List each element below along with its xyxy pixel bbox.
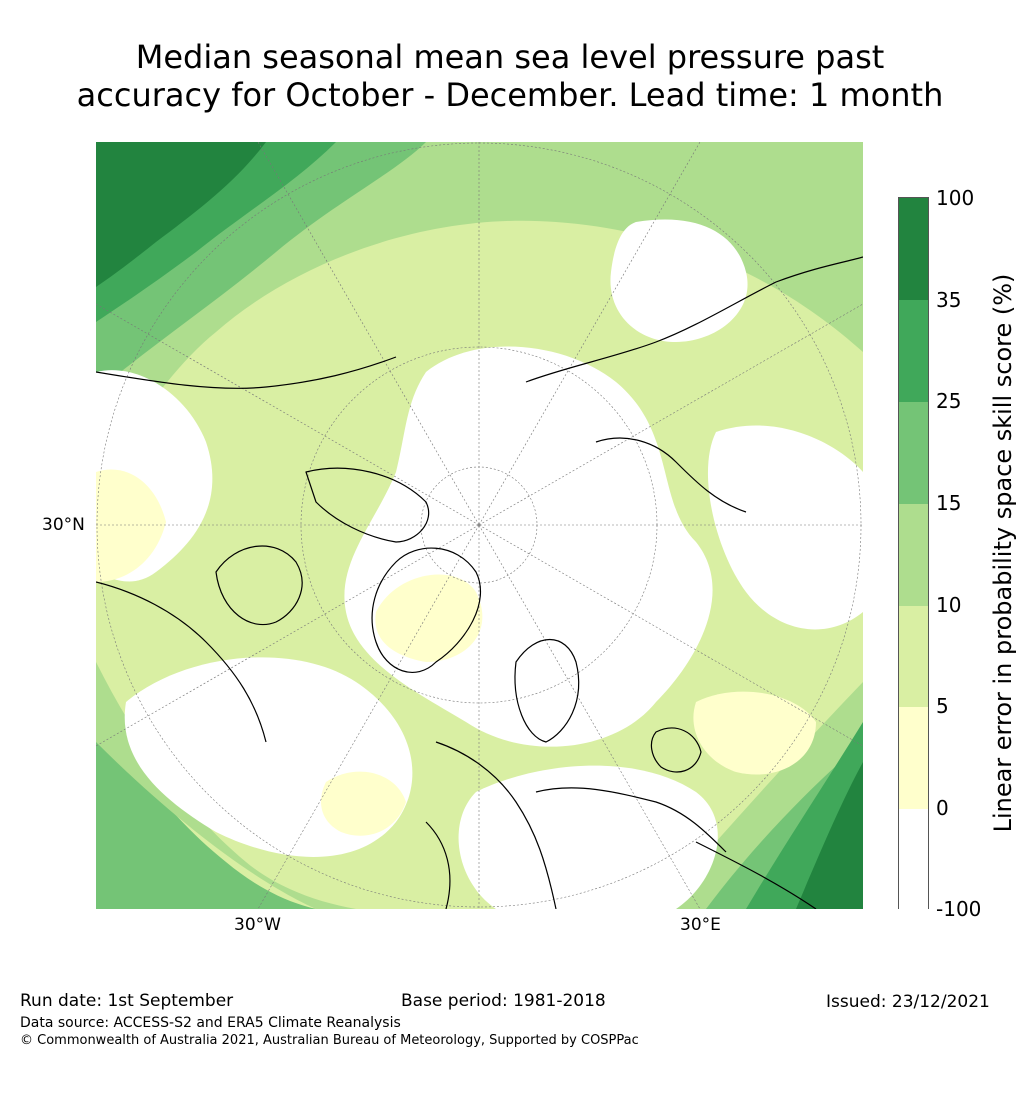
skill-score-map (96, 142, 863, 909)
band-10-15-sw (96, 662, 356, 909)
coast-greenland (371, 547, 482, 673)
band-0-5-c (693, 691, 816, 775)
low-skill-south (458, 765, 718, 909)
coast-russia-north (525, 256, 863, 383)
colorbar-tick-10: 10 (936, 593, 962, 617)
band-15-25-sw (96, 702, 316, 909)
run-date: Run date: 1st September (20, 991, 234, 1011)
colorbar-35-100 (899, 198, 928, 300)
base-period: Base period: 1981-2018 (401, 991, 606, 1011)
coastlines (96, 256, 863, 909)
data-source: Data source: ACCESS-S2 and ERA5 Climate … (20, 1015, 401, 1031)
colorbar-tick-5: 5 (936, 694, 949, 718)
colorbar-title: Linear error in probability space skill … (989, 273, 1017, 833)
low-skill-northeast (610, 219, 748, 342)
map-title: Median seasonal mean sea level pressure … (0, 38, 1020, 114)
graticule (96, 142, 863, 909)
title-line-2: accuracy for October - December. Lead ti… (76, 76, 944, 114)
title-line-1: Median seasonal mean sea level pressure … (135, 38, 885, 76)
colorbar-neg100-0 (899, 809, 928, 910)
issued-date: Issued: 23/12/2021 (826, 992, 990, 1012)
band-0-5-d (321, 771, 406, 836)
coast-hudson-bay (215, 545, 303, 626)
coast-canada-arctic (305, 467, 430, 543)
colorbar-15-25 (899, 402, 928, 504)
coast-iberia-africa (425, 821, 451, 909)
colorbar-tick-15: 15 (936, 491, 962, 515)
band-35-100-nw (96, 142, 266, 287)
label-30e: 30°E (680, 915, 721, 935)
band-0-5-a (96, 469, 166, 582)
colorbar-tick-neg100: -100 (936, 897, 982, 921)
coast-north-america-east (96, 581, 267, 743)
low-skill-east (707, 425, 863, 630)
copyright: © Commonwealth of Australia 2021, Austra… (20, 1033, 639, 1048)
colorbar-5-10 (899, 606, 928, 707)
coast-north-america-west (96, 356, 397, 389)
colorbar-10-15 (899, 504, 928, 606)
colorbar-25-35 (899, 300, 928, 402)
label-30w: 30°W (234, 915, 281, 935)
coast-middle-east (695, 841, 817, 909)
band-0-5-b (375, 574, 483, 662)
colorbar-tick-0: 0 (936, 796, 949, 820)
coast-mediterranean (535, 787, 727, 853)
colorbar (898, 197, 929, 910)
colorbar-tick-25: 25 (936, 389, 962, 413)
band-35-100-se (796, 762, 863, 909)
coast-scandinavia (514, 638, 580, 743)
colorbar-tick-35: 35 (936, 288, 962, 312)
coast-siberia (595, 437, 747, 513)
coast-caspian (650, 727, 702, 773)
colorbar-tick-100: 100 (936, 186, 975, 210)
colorbar-0-5 (899, 707, 928, 809)
label-30n: 30°N (42, 515, 85, 535)
coast-europe (435, 741, 557, 909)
